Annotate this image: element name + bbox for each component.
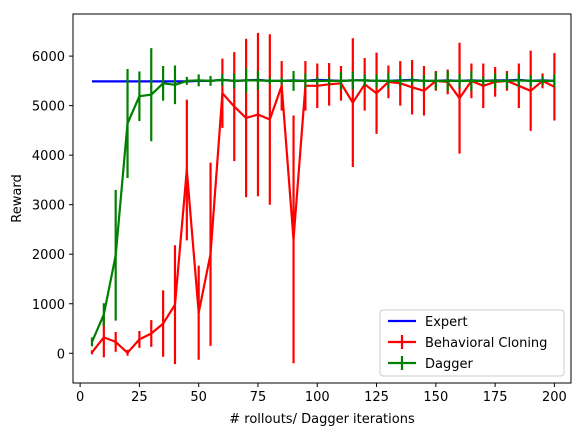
legend-label-behavioral-cloning: Behavioral Cloning [425,336,547,351]
legend-box [379,309,565,377]
y-tick-label: 2000 [32,248,65,263]
x-axis: 0 25 50 75 100 125 150 175 200 [76,383,567,405]
behavioral-cloning-series [90,32,556,365]
legend-label-dagger: Dagger [425,357,473,372]
x-axis-title: # rollouts/ Dagger iterations [229,412,415,427]
dagger-series [90,48,556,347]
x-tick-label: 75 [250,390,267,405]
x-tick-label: 175 [483,390,508,405]
y-axis: 0 1000 2000 3000 4000 5000 6000 [32,50,73,362]
y-tick-label: 0 [57,347,65,362]
y-axis-title: Reward [10,174,25,222]
legend-label-expert: Expert [425,315,468,330]
y-tick-label: 3000 [32,199,65,214]
x-tick-label: 0 [76,390,84,405]
plot-frame [72,13,572,384]
x-tick-label: 150 [423,390,448,405]
dagger-line [90,78,555,343]
x-tick-label: 50 [190,390,207,405]
y-tick-label: 4000 [32,149,65,164]
legend-item-dagger: Dagger [388,356,473,372]
behavioral-cloning-line [91,79,555,354]
series-layer [90,32,556,365]
y-tick-label: 1000 [32,298,65,313]
y-tick-label: 5000 [32,100,65,115]
y-tick-label: 6000 [32,50,65,65]
legend-item-behavioral-cloning: Behavioral Cloning [388,335,547,351]
legend-item-expert: Expert [388,315,468,330]
x-tick-label: 200 [542,390,567,405]
legend: Expert Behavioral Cloning Dagger [379,309,565,377]
x-tick-label: 25 [131,390,148,405]
x-tick-label: 125 [364,390,389,405]
x-tick-label: 100 [305,390,330,405]
